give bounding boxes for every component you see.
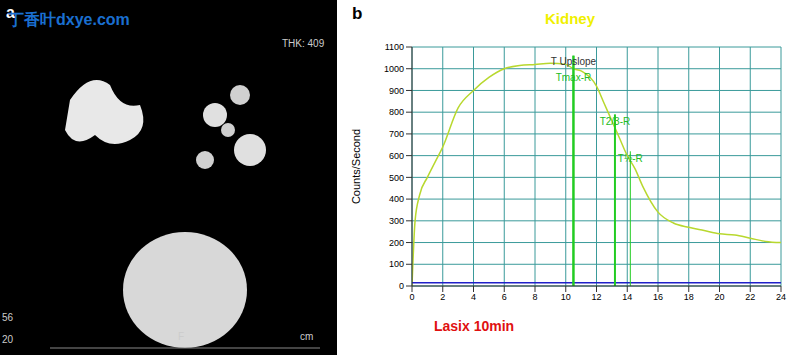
html-text:56: 56 bbox=[2, 312, 14, 323]
svg-text:1100: 1100 bbox=[385, 42, 404, 52]
svg-text:6: 6 bbox=[502, 292, 507, 302]
svg-text:300: 300 bbox=[389, 216, 404, 226]
svg-text:T Upslope: T Upslope bbox=[551, 56, 597, 67]
html-text:cm: cm bbox=[300, 331, 314, 342]
svg-text:16: 16 bbox=[653, 292, 663, 302]
svg-text:12: 12 bbox=[591, 292, 601, 302]
svg-text:900: 900 bbox=[389, 86, 404, 96]
svg-text:0: 0 bbox=[409, 292, 414, 302]
html-text:20: 20 bbox=[2, 334, 14, 345]
html-text:b: b bbox=[352, 4, 363, 23]
svg-text:Counts/Second: Counts/Second bbox=[350, 129, 362, 204]
svg-text:14: 14 bbox=[622, 292, 632, 302]
svg-text:0: 0 bbox=[399, 281, 404, 291]
html-text:F: F bbox=[178, 331, 185, 342]
svg-text:10: 10 bbox=[561, 292, 571, 302]
svg-text:2: 2 bbox=[440, 292, 445, 302]
svg-text:100: 100 bbox=[389, 259, 404, 269]
html-text:Lasix 10min: Lasix 10min bbox=[434, 318, 515, 334]
svg-text:500: 500 bbox=[389, 173, 404, 183]
svg-text:800: 800 bbox=[389, 107, 404, 117]
svg-text:700: 700 bbox=[389, 129, 404, 139]
svg-text:1000: 1000 bbox=[384, 64, 404, 74]
svg-text:T2/3-R: T2/3-R bbox=[600, 116, 631, 127]
svg-text:8: 8 bbox=[532, 292, 537, 302]
svg-text:4: 4 bbox=[471, 292, 476, 302]
html-text:Kidney: Kidney bbox=[545, 10, 595, 27]
svg-text:600: 600 bbox=[389, 151, 404, 161]
svg-text:24: 24 bbox=[776, 292, 786, 302]
html-text:丁香叶dxye.com: 丁香叶dxye.com bbox=[8, 11, 130, 28]
html-text:a: a bbox=[6, 4, 15, 21]
svg-text:400: 400 bbox=[389, 194, 404, 204]
html-text:THK: 409: THK: 409 bbox=[282, 38, 325, 49]
svg-text:18: 18 bbox=[684, 292, 694, 302]
svg-text:200: 200 bbox=[389, 238, 404, 248]
svg-text:Tmax-R: Tmax-R bbox=[556, 72, 592, 83]
svg-text:T½-R: T½-R bbox=[618, 153, 643, 164]
svg-text:22: 22 bbox=[745, 292, 755, 302]
svg-text:20: 20 bbox=[714, 292, 724, 302]
